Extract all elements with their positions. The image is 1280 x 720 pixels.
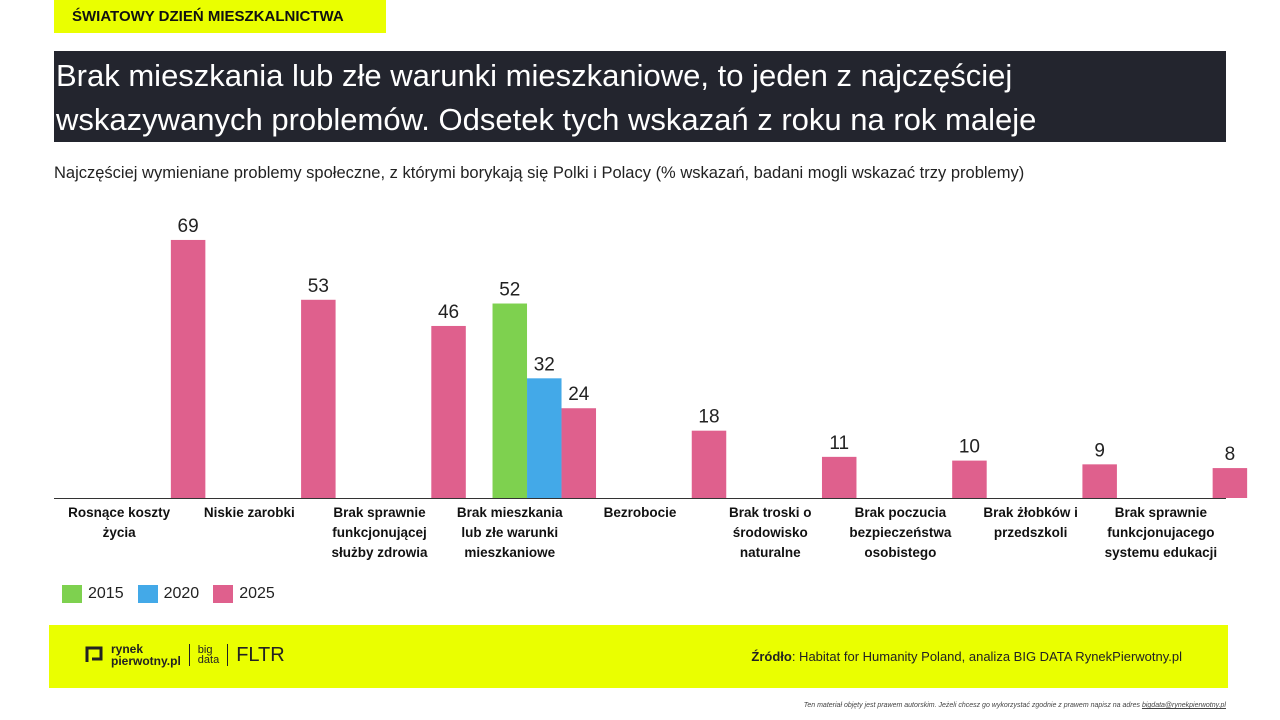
title-box: Brak mieszkania lub złe warunki mieszkan…: [54, 51, 1226, 142]
source-label: Źródło: [751, 649, 792, 664]
source: Źródło: Habitat for Humanity Poland, ana…: [751, 649, 1182, 664]
x-tick-label: Brak żłobków i przedszkoli: [983, 505, 1078, 540]
title-line: wskazywanych problemów. Odsetek tych wsk…: [56, 102, 1037, 137]
bar: [431, 325, 466, 498]
bar: [821, 456, 857, 498]
legend-label: 2015: [88, 585, 124, 602]
legend-swatch: [137, 585, 158, 603]
value-label: 11: [829, 433, 849, 454]
legend-item: 2020: [137, 585, 200, 603]
legend: 2015 2020 2025: [62, 585, 275, 603]
logo-fltr: FLTR: [236, 643, 285, 666]
logo-bigdata: big data: [197, 644, 220, 666]
bar: [170, 239, 206, 498]
legend-swatch: [62, 585, 82, 603]
value-label: 8: [1225, 444, 1236, 465]
x-tick-label: Bezrobocie: [603, 505, 677, 520]
bar: [527, 378, 562, 498]
divider: [188, 644, 190, 666]
slide-tag: ŚWIATOWY DZIEŃ MIESZKALNICTWA: [54, 0, 386, 33]
x-tick-label: Brak poczucia bezpieczeństwa osobistego: [849, 505, 952, 560]
logo-text: big: [197, 644, 213, 656]
x-tick-label: Brak troski o środowisko naturalne: [728, 505, 812, 560]
value-label: 24: [568, 384, 590, 405]
bar: [561, 408, 597, 498]
bar: [1082, 464, 1117, 498]
legend-label: 2025: [239, 585, 275, 602]
logo-icon: [85, 646, 103, 662]
divider: [227, 644, 229, 666]
logo-text: pierwotny.pl: [111, 654, 181, 668]
legend-swatch: [213, 585, 234, 603]
logo-text: rynek: [111, 642, 144, 656]
value-label: 69: [178, 216, 199, 237]
source-text: : Habitat for Humanity Poland, analiza B…: [791, 649, 1182, 664]
logos: rynek pierwotny.pl big data FLTR: [85, 643, 285, 667]
footer: rynek pierwotny.pl big data FLTR Źródło:…: [49, 625, 1228, 688]
chart-subtitle: Najczęściej wymieniane problemy społeczn…: [54, 164, 1025, 182]
title-line: Brak mieszkania lub złe warunki mieszkan…: [56, 58, 1013, 93]
logo-text: data: [197, 654, 220, 666]
bar: [492, 303, 528, 498]
legend-item: 2015: [62, 585, 124, 603]
x-tick-label: Brak sprawnie funkcjonującej służby zdro…: [331, 505, 428, 560]
value-label: 10: [959, 437, 980, 458]
value-label: 46: [438, 302, 459, 323]
disclaimer-email: bigdata@rynekpierwotny.pl: [1141, 702, 1226, 709]
x-tick-label: Rosnące koszty życia: [68, 505, 171, 540]
legend-label: 2020: [163, 585, 200, 602]
logo-rynek: rynek pierwotny.pl: [111, 643, 181, 667]
bar: [1212, 468, 1248, 498]
bar: [952, 460, 987, 498]
value-label: 18: [698, 407, 719, 428]
disclaimer-text: Ten materiał objęty jest prawem autorski…: [803, 702, 1141, 709]
value-label: 9: [1094, 440, 1105, 461]
value-label: 32: [534, 354, 555, 375]
x-tick-label: Niskie zarobki: [203, 505, 295, 520]
x-tick-label: Brak mieszkania lub złe warunki mieszkan…: [456, 505, 563, 560]
value-label: 52: [499, 280, 520, 301]
bar: [691, 430, 727, 498]
legend-item: 2025: [213, 585, 275, 603]
x-tick-label: Brak sprawnie funkcjonujacego systemu ed…: [1104, 505, 1218, 560]
disclaimer: Ten materiał objęty jest prawem autorski…: [804, 702, 1226, 709]
bar: [301, 299, 336, 498]
value-label: 53: [308, 276, 329, 297]
